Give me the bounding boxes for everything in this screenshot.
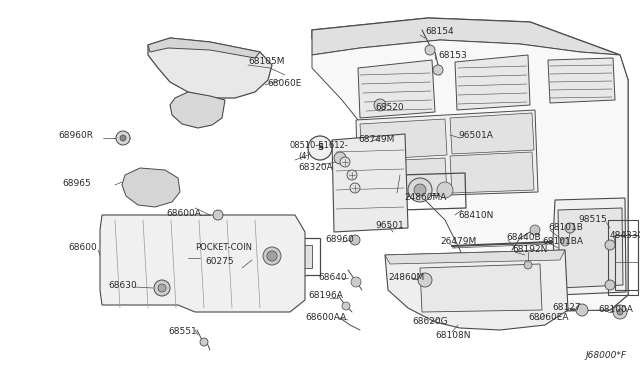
Text: 08510-51612-: 08510-51612- [290,141,349,150]
Circle shape [437,182,453,198]
Polygon shape [553,198,626,295]
Circle shape [120,135,126,141]
Text: 48433C: 48433C [610,231,640,240]
Polygon shape [360,119,447,160]
Circle shape [267,251,277,261]
Polygon shape [385,250,568,330]
Polygon shape [490,280,558,312]
Circle shape [605,240,615,250]
Circle shape [116,131,130,145]
Polygon shape [312,18,628,312]
Circle shape [374,99,386,111]
Text: 68600AA: 68600AA [305,314,346,323]
Circle shape [154,280,170,296]
Text: J68000*F: J68000*F [585,350,626,359]
Text: 68630: 68630 [108,282,137,291]
Circle shape [158,284,166,292]
Text: 68620G: 68620G [412,317,447,327]
Text: 68127: 68127 [552,304,580,312]
Polygon shape [122,168,180,207]
Circle shape [340,157,350,167]
Circle shape [408,178,432,202]
Polygon shape [148,38,272,98]
Circle shape [617,309,623,315]
Circle shape [613,305,627,319]
Text: 68600: 68600 [68,244,97,253]
Circle shape [576,304,588,316]
Polygon shape [148,38,260,58]
Circle shape [433,65,443,75]
Text: 68410N: 68410N [458,211,493,219]
Text: 98515: 98515 [578,215,607,224]
Text: 68440B: 68440B [506,234,541,243]
Circle shape [334,152,346,164]
Text: 68640: 68640 [318,273,347,282]
Text: 68320A: 68320A [298,164,333,173]
Polygon shape [455,55,530,110]
Circle shape [418,273,432,287]
Circle shape [605,280,615,290]
Text: 68960R: 68960R [58,131,93,141]
Text: 24860M: 24860M [388,273,424,282]
Text: POCKET-COIN: POCKET-COIN [195,244,252,253]
Text: 68105M: 68105M [248,58,285,67]
Circle shape [213,210,223,220]
Polygon shape [558,208,623,288]
Polygon shape [356,110,538,198]
Text: 60275: 60275 [205,257,234,266]
Text: (4): (4) [298,151,310,160]
Circle shape [342,302,350,310]
Polygon shape [548,58,615,103]
Text: 68101BA: 68101BA [542,237,583,247]
Polygon shape [450,152,534,193]
Polygon shape [312,40,628,312]
Polygon shape [358,60,435,118]
Text: 96501A: 96501A [458,131,493,140]
Text: 68551: 68551 [168,327,196,337]
Circle shape [200,338,208,346]
Text: 68101B: 68101B [548,224,583,232]
Text: 68108N: 68108N [435,330,470,340]
Polygon shape [248,245,312,268]
Text: 68196A: 68196A [308,291,343,299]
Text: 68154: 68154 [425,28,454,36]
Circle shape [347,170,357,180]
Polygon shape [360,158,447,197]
Polygon shape [170,92,225,128]
Polygon shape [332,134,408,232]
Circle shape [350,183,360,193]
Text: 96501: 96501 [375,221,404,230]
Text: 68965: 68965 [62,179,91,187]
Polygon shape [385,250,565,264]
Text: 68100A: 68100A [598,305,633,314]
Text: 68960: 68960 [325,235,354,244]
Text: 68060EA: 68060EA [528,314,568,323]
Circle shape [263,247,281,265]
Circle shape [561,238,569,246]
Circle shape [425,45,435,55]
Text: 68153: 68153 [438,51,467,60]
Circle shape [565,223,575,233]
Text: 24860MA: 24860MA [404,193,446,202]
Text: 68192N: 68192N [512,246,547,254]
Polygon shape [450,113,534,154]
Text: 68600A: 68600A [166,208,201,218]
Text: S: S [317,144,323,153]
Polygon shape [100,215,305,312]
Circle shape [308,136,332,160]
Text: 26479M: 26479M [440,237,476,247]
Circle shape [524,261,532,269]
Text: 68749M: 68749M [358,135,394,144]
Circle shape [350,235,360,245]
Circle shape [351,277,361,287]
Circle shape [530,225,540,235]
Polygon shape [420,264,542,312]
Text: 68060E: 68060E [267,78,301,87]
Circle shape [414,184,426,196]
Text: 68520: 68520 [375,103,404,112]
Polygon shape [312,18,620,55]
